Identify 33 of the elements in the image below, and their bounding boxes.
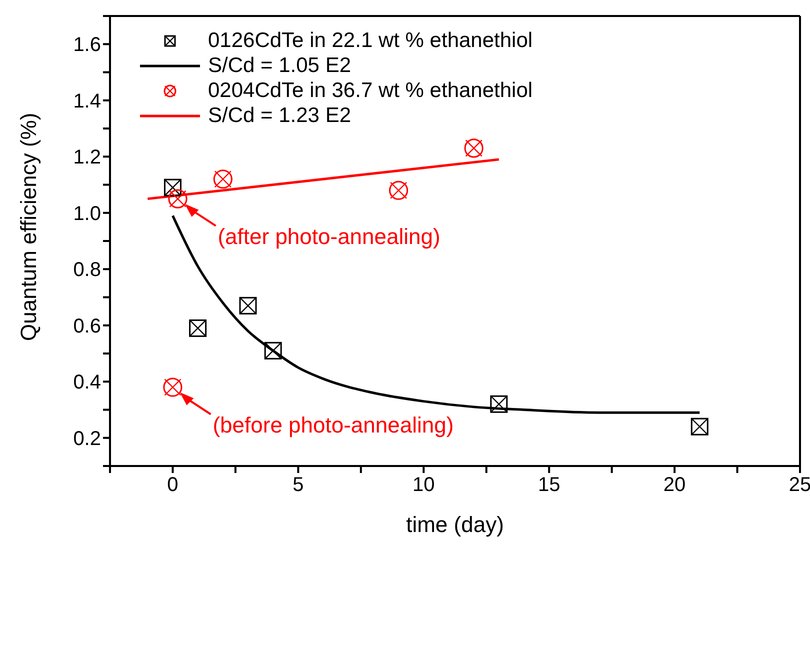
point	[168, 189, 188, 208]
point	[213, 170, 232, 189]
y-tick-label: 0.6	[73, 315, 101, 338]
y-tick-label: 1.4	[73, 90, 101, 112]
line-series	[171, 214, 701, 414]
point	[388, 180, 408, 200]
y-tick-label: 1.6	[73, 34, 101, 56]
y-tick-label: 0.4	[73, 372, 101, 394]
point	[163, 378, 182, 397]
point	[490, 395, 508, 413]
annotation: (after photo-annealing)	[218, 224, 440, 249]
point	[464, 138, 484, 158]
x-tick-label: 20	[663, 474, 686, 496]
point	[239, 296, 257, 314]
x-tick-label: 15	[538, 474, 560, 496]
x-tick-label: 5	[292, 474, 304, 496]
y-axis-title: Quantum efficiency (%)	[16, 112, 41, 341]
legend-label: S/Cd = 1.05 E2	[208, 53, 352, 78]
y-tick-label: 0.8	[73, 259, 101, 282]
point	[164, 178, 182, 196]
y-tick-label: 1.0	[73, 202, 101, 225]
legend-label: 0204CdTe in 36.7 wt % ethanethiol	[208, 78, 533, 103]
x-tick-label: 0	[167, 474, 178, 496]
x-tick-label: 10	[412, 474, 435, 496]
legend-label: 0126CdTe in 22.1 wt % ethanethiol	[208, 28, 533, 53]
annotation: (before photo-annealing)	[212, 412, 454, 438]
x-tick-label: 25	[788, 474, 810, 496]
x-axis-title: time (day)	[406, 512, 504, 537]
y-tick-label: 1.2	[73, 146, 101, 169]
point	[690, 418, 708, 436]
y-tick-label: 0.2	[73, 428, 101, 450]
legend-label: S/Cd = 1.23 E2	[208, 103, 352, 128]
point	[189, 319, 207, 337]
